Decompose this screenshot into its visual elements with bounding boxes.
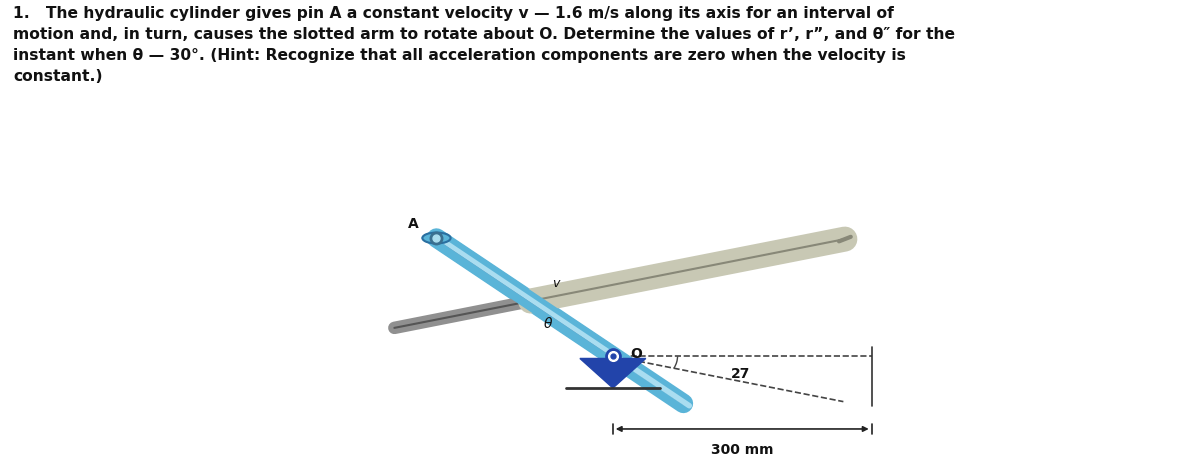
Text: 1.   The hydraulic cylinder gives pin A a constant velocity v — 1.6 m/s along it: 1. The hydraulic cylinder gives pin A a … <box>13 6 955 84</box>
Text: 27: 27 <box>731 367 750 381</box>
Text: A: A <box>408 217 419 231</box>
FancyArrowPatch shape <box>618 427 866 431</box>
Text: v: v <box>552 277 559 290</box>
Text: 300 mm: 300 mm <box>710 443 774 456</box>
Polygon shape <box>580 359 646 388</box>
Text: θ: θ <box>544 317 552 331</box>
Text: O: O <box>630 347 642 361</box>
Circle shape <box>422 232 450 243</box>
